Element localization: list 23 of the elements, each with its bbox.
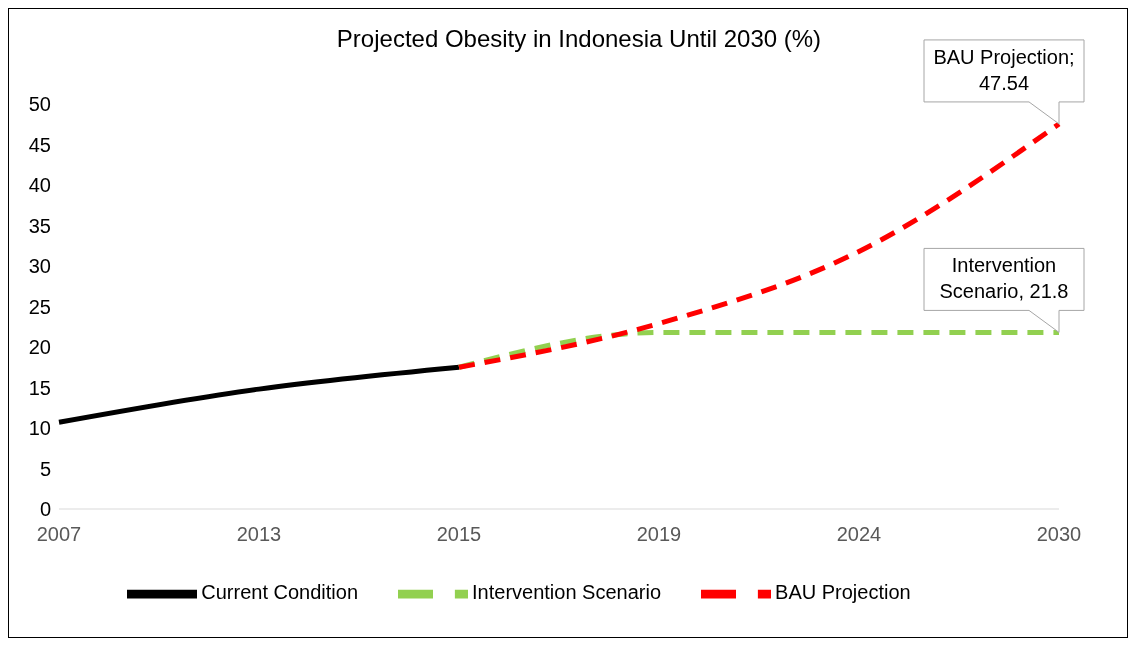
y-tick-label: 30 xyxy=(28,255,51,278)
y-tick-label: 50 xyxy=(28,93,51,116)
annotation: BAU Projection; 47.54 xyxy=(933,45,1075,94)
x-tick-label: 2015 xyxy=(436,523,482,546)
y-tick-label: 40 xyxy=(28,174,51,197)
y-tick-label: 0 xyxy=(39,498,51,521)
y-tick-label: 5 xyxy=(39,457,51,480)
y-tick-label: 20 xyxy=(28,336,51,359)
chart-title: Projected Obesity in Indonesia Until 2030 (%) xyxy=(336,25,822,52)
x-tick-label: 2013 xyxy=(236,523,282,546)
legend-label: BAU Projection xyxy=(775,581,911,604)
y-tick-label: 15 xyxy=(28,376,51,399)
x-tick-label: 2019 xyxy=(636,523,682,546)
x-tick-label: 2007 xyxy=(36,523,82,546)
annotation: Intervention Scenario, 21.8 xyxy=(939,254,1069,303)
y-tick-label: 10 xyxy=(28,417,51,440)
legend-label: Current Condition xyxy=(201,581,359,604)
y-tick-label: 45 xyxy=(28,133,51,156)
y-tick-label: 25 xyxy=(28,295,51,318)
y-tick-label: 35 xyxy=(28,214,51,237)
x-tick-label: 2024 xyxy=(836,523,882,546)
x-tick-label: 2030 xyxy=(1036,523,1082,546)
legend-label: Intervention Scenario xyxy=(472,581,662,604)
